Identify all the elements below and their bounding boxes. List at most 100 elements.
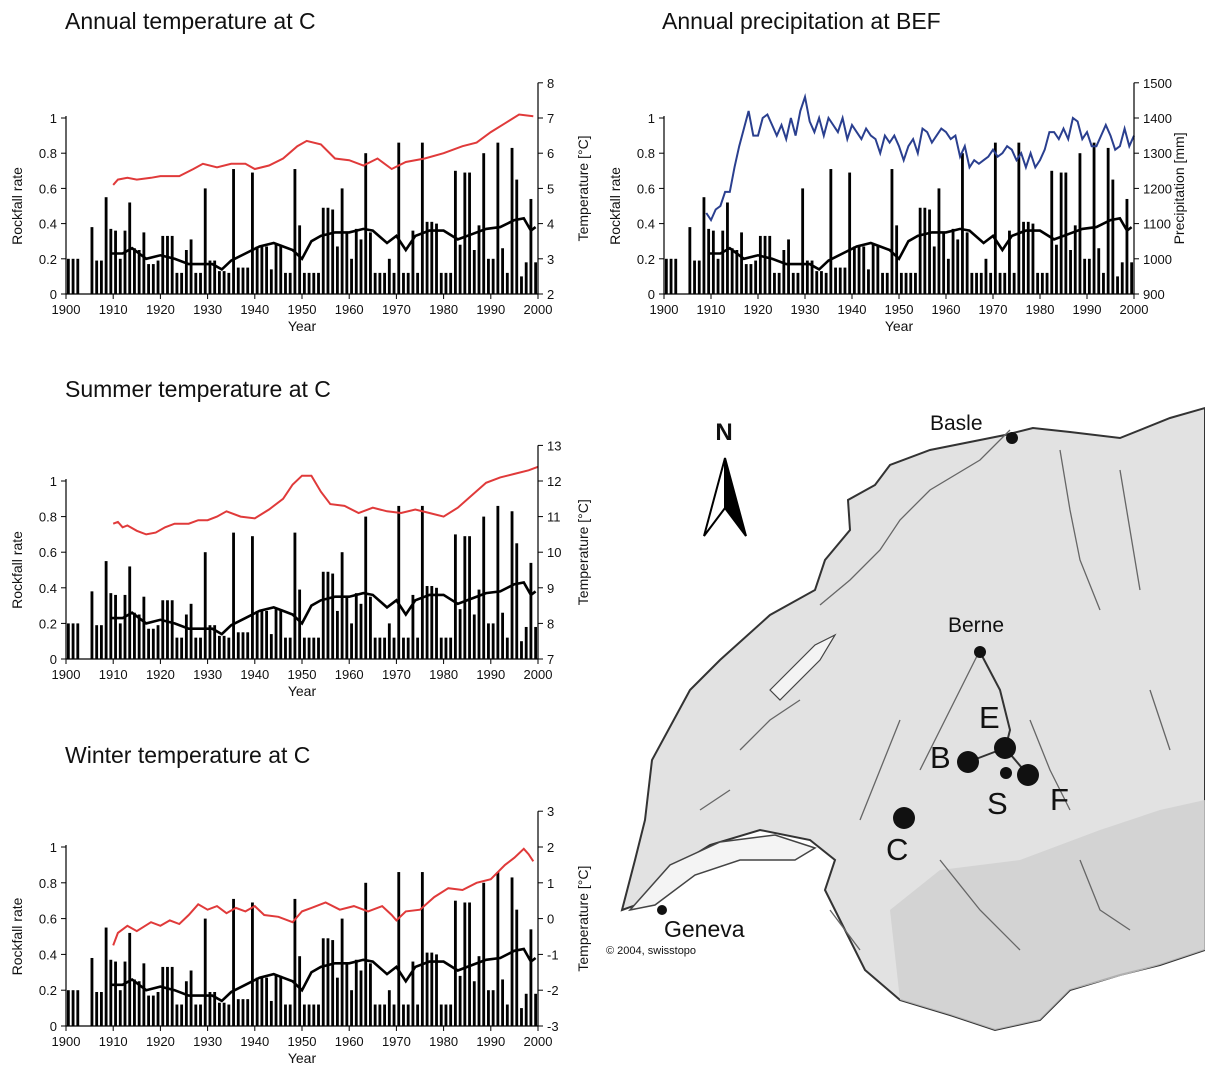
rockfall-bar [420,505,424,659]
rockfall-bar [236,267,240,294]
rockfall-bar [744,264,748,294]
rockfall-bar [914,272,917,294]
rockfall-bar [246,632,250,659]
left-tick-label: 1 [50,111,57,126]
x-tick-label: 1930 [193,302,222,317]
map-svg: N Basle Berne Geneva © 2004, swisstopo B… [606,406,1205,1032]
rockfall-bar [425,221,429,294]
rockfall-bar [824,272,828,294]
rockfall-bar [104,197,108,294]
rockfall-bar [166,235,169,294]
rockfall-bar [820,271,823,294]
rockfall-bar [321,207,325,294]
rockfall-bar [359,970,363,1026]
right-axis-label: Temperature [°C] [575,135,591,241]
right-tick-label: 1500 [1143,76,1172,91]
alps-relief [890,800,1205,1030]
site-s-label: S [987,786,1008,821]
rockfall-bar [298,956,302,1026]
rockfall-bar [430,952,434,1026]
right-tick-label: 5 [547,181,554,196]
rockfall-bar [439,637,443,659]
rockfall-bar [420,142,424,294]
left-tick-label: 0.4 [39,947,57,962]
rockfall-bar [909,272,913,294]
rockfall-bar [416,1004,420,1026]
rockfall-bar [923,207,927,294]
rockfall-bar [1003,272,1007,294]
rockfall-bar [965,232,969,294]
rockfall-bar [241,267,245,294]
rockfall-bar [1050,170,1054,294]
rockfall-bar [118,623,122,659]
rockfall-bar [458,975,462,1026]
right-tick-label: 9 [547,581,554,596]
rockfall-bar [364,516,368,659]
right-tick-label: 2 [547,840,554,855]
rockfall-bar [397,142,401,294]
rockfall-bar [279,244,283,294]
rockfall-bar [392,272,396,294]
chart-title: Annual temperature at C [65,8,316,34]
rockfall-bar [236,999,240,1026]
rockfall-bar [524,626,528,659]
rockfall-bar [998,272,1002,294]
rockfall-bar [76,623,80,659]
rockfall-bar [895,225,899,294]
rockfall-bar [241,632,245,659]
rockfall-bar [862,246,866,294]
lake-neuchatel [769,633,837,701]
x-tick-label: 2000 [1120,302,1149,317]
rockfall-bar [350,623,353,659]
rockfall-bar [848,172,852,294]
rockfall-bar [688,227,692,294]
rockfall-bar [707,228,711,294]
rockfall-bar [458,609,462,659]
rockfall-bar [133,612,136,659]
rockfall-bar [180,637,184,659]
rockfall-bar [284,637,287,659]
rockfall-bar [468,902,471,1026]
rockfall-bar [114,961,117,1026]
rockfall-bar [175,637,179,659]
x-tick-label: 1910 [99,667,128,682]
left-tick-label: 0.6 [39,545,57,560]
rockfall-bar [449,637,453,659]
rockfall-bar [468,172,471,294]
rockfall-smoothed-line [708,216,1133,272]
rockfall-bar [312,272,316,294]
rockfall-bar [189,970,193,1026]
rockfall-bar [340,188,344,294]
site-c-label: C [886,832,908,867]
rockfall-bar [515,909,519,1026]
rockfall-bar [90,227,94,294]
rockfall-bar [109,593,113,659]
rockfall-bar [335,246,339,294]
x-tick-label: 2000 [524,1034,553,1049]
rockfall-bar [491,623,495,659]
x-axis-label: Year [885,318,914,334]
rockfall-bar [203,188,207,294]
rockfall-bar [444,1004,448,1026]
rockfall-bar [180,272,184,294]
x-axis-label: Year [288,318,317,334]
rockfall-bar [871,244,875,294]
rockfall-smoothed-line [110,581,537,636]
rockfall-bar [932,246,936,294]
rockfall-bar [312,1004,316,1026]
rockfall-bar [740,232,743,294]
rockfall-bar [876,244,880,294]
rockfall-bar [1036,272,1040,294]
x-tick-label: 1940 [838,302,867,317]
north-label: N [715,419,732,446]
rockfall-bar [288,272,292,294]
x-tick-label: 1990 [476,1034,505,1049]
rockfall-bar [269,634,273,659]
rockfall-bar [265,977,269,1026]
berne-label: Berne [948,614,1004,637]
rockfall-bar [529,929,533,1026]
rockfall-bar [293,898,297,1026]
rockfall-bar [66,623,70,659]
x-tick-label: 1920 [146,667,175,682]
x-tick-label: 1960 [335,302,364,317]
